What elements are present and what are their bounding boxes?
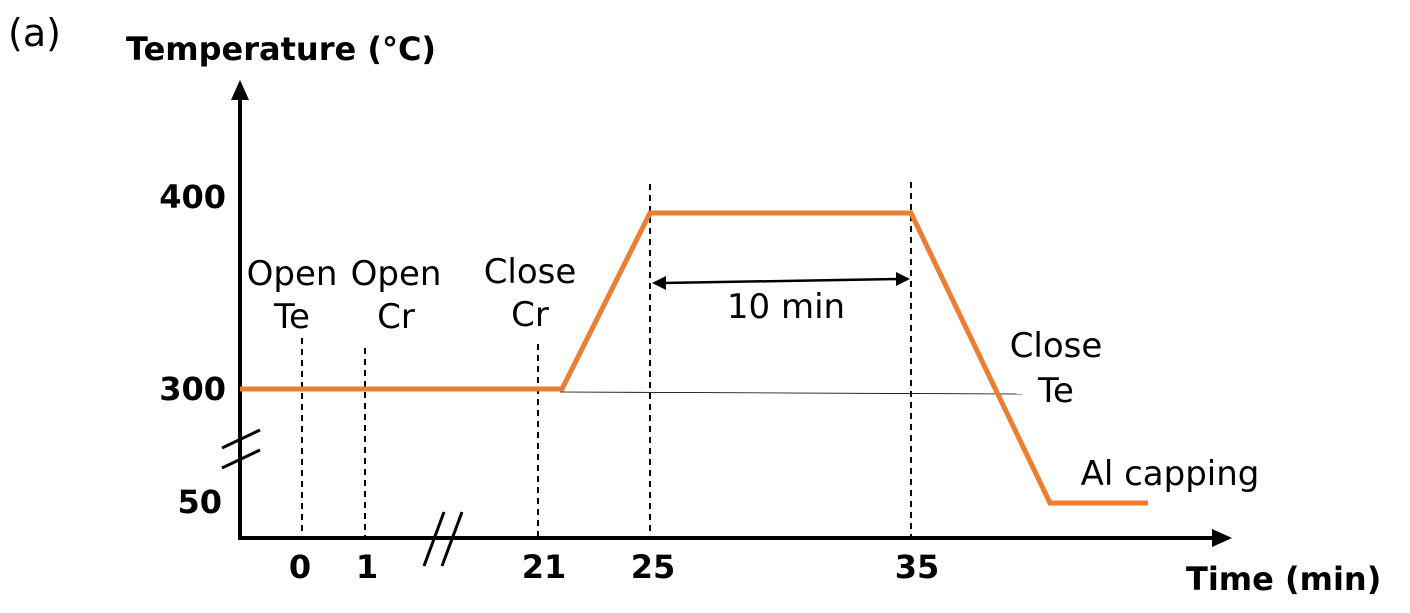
open-te-label-line2: Te: [273, 297, 310, 337]
close-cr-label-line2: Cr: [511, 295, 549, 335]
y-axis-title: Temperature (°C): [126, 30, 436, 68]
x-tick-21: 21: [522, 548, 567, 586]
x-axis-break-mark: [422, 511, 464, 567]
x-axis-arrowhead: [1212, 529, 1232, 547]
al-capping-label: Al capping: [1081, 454, 1260, 494]
x-tick-35: 35: [895, 548, 940, 586]
y-axis-break-mark: [221, 428, 261, 470]
open-cr-label-line2: Cr: [377, 297, 415, 337]
y-tick-300: 300: [159, 370, 226, 408]
open-cr-label-line1: Open: [351, 254, 442, 294]
open-te-label-line1: Open: [247, 254, 338, 294]
x-tick-0: 0: [289, 548, 311, 586]
x-tick-25: 25: [631, 548, 676, 586]
duration-arrow: [652, 272, 910, 290]
close-te-label-line1: Close: [1010, 326, 1103, 366]
y-tick-50: 50: [177, 483, 222, 521]
close-cr-label-line1: Close: [484, 252, 577, 292]
duration-label: 10 min: [727, 287, 845, 327]
y-tick-400: 400: [159, 178, 226, 216]
panel-label: (a): [8, 11, 61, 55]
reference-line-300-b: [559, 391, 1023, 395]
x-tick-1: 1: [356, 548, 378, 586]
temperature-profile-line: [240, 210, 1148, 506]
y-axis-arrowhead: [231, 80, 249, 100]
x-axis-title: Time (min): [1186, 560, 1381, 598]
close-te-label-line2: Te: [1037, 371, 1074, 411]
